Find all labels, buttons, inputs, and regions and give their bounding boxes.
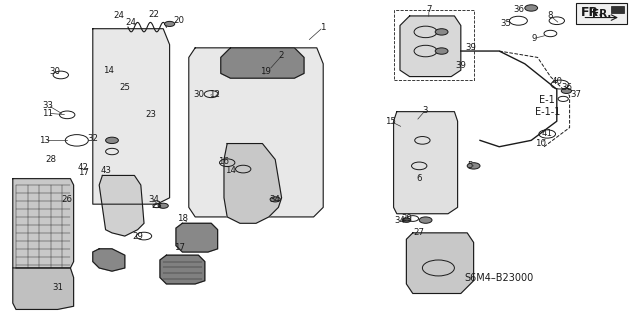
Circle shape — [435, 29, 448, 35]
Text: 39: 39 — [456, 61, 466, 70]
Text: 2: 2 — [279, 51, 284, 60]
Polygon shape — [93, 29, 170, 204]
Polygon shape — [400, 16, 461, 77]
Text: 9: 9 — [532, 34, 537, 43]
Polygon shape — [189, 48, 323, 217]
Text: 33: 33 — [42, 101, 54, 110]
Circle shape — [467, 163, 480, 169]
Text: 32: 32 — [87, 134, 99, 143]
Text: 37: 37 — [570, 90, 582, 99]
Circle shape — [164, 21, 175, 26]
Text: 22: 22 — [148, 10, 159, 19]
FancyBboxPatch shape — [576, 3, 627, 24]
Text: 6: 6 — [417, 174, 422, 183]
Text: 12: 12 — [209, 90, 220, 99]
Text: 24: 24 — [113, 11, 124, 20]
Polygon shape — [394, 112, 458, 214]
Text: 18: 18 — [177, 214, 188, 223]
Text: 17: 17 — [173, 243, 185, 252]
Text: 34: 34 — [148, 195, 159, 204]
Text: 35: 35 — [500, 19, 511, 28]
Circle shape — [561, 88, 572, 93]
Text: 7: 7 — [426, 5, 431, 14]
Text: S6M4–B23000: S6M4–B23000 — [465, 272, 534, 283]
Polygon shape — [221, 48, 304, 78]
Text: 8: 8 — [548, 11, 553, 20]
Text: 36: 36 — [561, 83, 572, 92]
Text: 31: 31 — [52, 283, 63, 292]
Text: 29: 29 — [132, 232, 143, 241]
Text: 19: 19 — [260, 67, 271, 76]
Text: 25: 25 — [119, 83, 131, 92]
Bar — [394, 10, 474, 80]
Text: 34: 34 — [269, 195, 281, 204]
Text: 17: 17 — [77, 168, 89, 177]
Text: 29: 29 — [401, 214, 412, 223]
Text: E-1-1: E-1-1 — [534, 107, 560, 117]
Text: 3: 3 — [423, 106, 428, 115]
Polygon shape — [13, 268, 74, 309]
Text: FR.: FR. — [592, 9, 611, 19]
Circle shape — [270, 197, 280, 202]
Text: 34: 34 — [394, 216, 406, 225]
Text: 1: 1 — [321, 23, 326, 32]
Circle shape — [419, 217, 432, 223]
Text: 41: 41 — [541, 130, 553, 138]
Text: 5: 5 — [468, 161, 473, 170]
Circle shape — [435, 48, 448, 54]
Text: 23: 23 — [145, 110, 156, 119]
Text: 10: 10 — [535, 139, 547, 148]
Text: 21: 21 — [151, 201, 163, 210]
Text: 11: 11 — [42, 109, 54, 118]
Text: 20: 20 — [173, 16, 185, 25]
Polygon shape — [406, 233, 474, 293]
Polygon shape — [224, 144, 282, 223]
Text: 43: 43 — [100, 166, 111, 175]
Text: 24: 24 — [125, 18, 137, 27]
Text: 30: 30 — [49, 67, 60, 76]
Text: 16: 16 — [218, 157, 230, 166]
Text: FR.: FR. — [580, 6, 604, 19]
Text: 27: 27 — [413, 228, 425, 237]
Circle shape — [525, 5, 538, 11]
Bar — [611, 6, 624, 13]
Circle shape — [106, 137, 118, 144]
Text: 30: 30 — [193, 90, 204, 99]
Text: 40: 40 — [551, 77, 563, 86]
Polygon shape — [93, 249, 125, 271]
Polygon shape — [160, 255, 205, 284]
Text: 39: 39 — [465, 43, 476, 52]
Text: 42: 42 — [77, 163, 89, 172]
Text: E-1: E-1 — [540, 95, 555, 106]
Polygon shape — [176, 223, 218, 252]
Text: 14: 14 — [103, 66, 115, 75]
Circle shape — [402, 218, 411, 222]
Text: 15: 15 — [385, 117, 396, 126]
Text: 36: 36 — [513, 5, 524, 14]
Text: 13: 13 — [39, 136, 51, 145]
Text: 28: 28 — [45, 155, 57, 164]
Polygon shape — [13, 179, 74, 268]
Circle shape — [158, 203, 168, 208]
Text: 14: 14 — [225, 166, 236, 175]
Polygon shape — [99, 175, 144, 236]
Text: 26: 26 — [61, 195, 73, 204]
